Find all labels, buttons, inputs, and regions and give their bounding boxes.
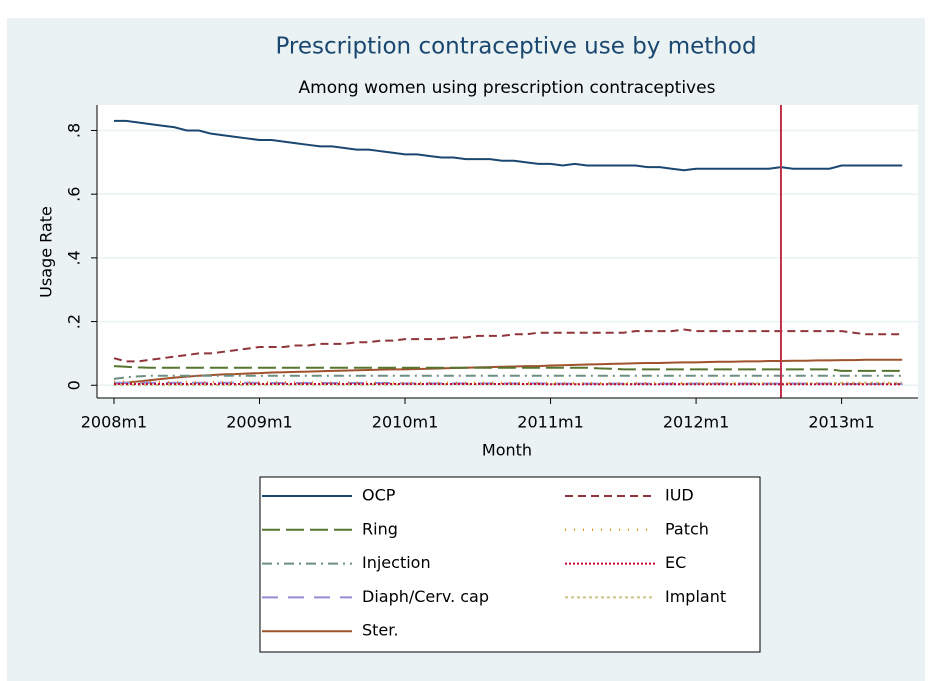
x-tick-label: 2012m1 <box>663 413 729 432</box>
y-tick-label: .6 <box>65 187 84 202</box>
legend-label: Ring <box>362 519 398 538</box>
legend: OCP IUD Ring Patch Injection EC Diaph/Cerv. ca… <box>262 486 726 640</box>
legend-label: Diaph/Cerv. cap <box>362 587 489 606</box>
series-lines <box>113 105 903 398</box>
legend-label: Ster. <box>362 621 398 640</box>
y-tick-label: .8 <box>65 123 84 138</box>
x-tick-label: 2008m1 <box>81 413 147 432</box>
y-axis-title: Usage Rate <box>37 206 56 298</box>
x-tick-label: 2009m1 <box>226 413 292 432</box>
legend-label: Implant <box>665 587 726 606</box>
chart-subtitle: Among women using prescription contracep… <box>299 78 716 98</box>
x-tick-label: 2011m1 <box>517 413 583 432</box>
legend-label: OCP <box>362 486 396 505</box>
y-tick-label: 0 <box>65 380 84 390</box>
series-line <box>113 358 903 385</box>
x-axis-title: Month <box>482 441 532 460</box>
x-tick-label: 2010m1 <box>372 413 438 432</box>
series-line <box>113 365 903 372</box>
legend-label: IUD <box>665 486 694 505</box>
y-tick-label: .2 <box>65 314 84 329</box>
series-line <box>113 119 903 172</box>
y-tick-label: .4 <box>65 250 84 265</box>
chart-title: Prescription contraceptive use by method <box>275 34 756 60</box>
x-tick-label: 2013m1 <box>808 413 874 432</box>
legend-label: Patch <box>665 519 709 538</box>
legend-label: EC <box>665 553 686 572</box>
legend-label: Injection <box>362 553 431 572</box>
plot-area <box>97 105 918 398</box>
series-line <box>113 328 903 363</box>
axes: 0 .2 .4 .6 .8 2008m1 2009m1 2010m1 2011m1 2012m1 2… <box>65 105 918 432</box>
